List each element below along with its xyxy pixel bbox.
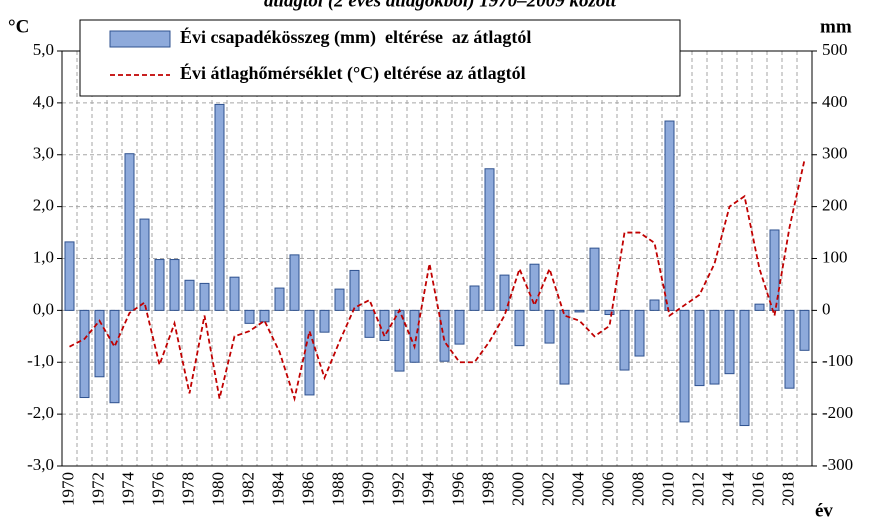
x-tick-label: 1994 <box>418 472 437 507</box>
bar <box>559 309 570 385</box>
bar <box>349 269 360 311</box>
x-tick-label: 1998 <box>478 472 497 506</box>
bar <box>634 309 645 357</box>
y2-tick-label: 100 <box>822 247 848 266</box>
chart-title: átlagtól (2 éves átlagokból) 1970–2009 k… <box>264 0 617 11</box>
x-tick-label: 1984 <box>268 472 287 507</box>
bar <box>679 309 690 423</box>
bar <box>154 259 165 311</box>
bar <box>604 309 615 316</box>
bar <box>439 309 450 362</box>
x-tick-label: 2006 <box>598 472 617 506</box>
x-tick-label: 2000 <box>508 472 527 506</box>
x-tick-label: 1974 <box>118 472 137 507</box>
x-tick-label: 2018 <box>778 472 797 506</box>
x-tick-label: 1982 <box>238 472 257 506</box>
y2-tick-label: -300 <box>822 455 853 474</box>
x-axis-label: év <box>815 500 833 521</box>
y2-tick-label: 300 <box>822 144 848 163</box>
bar <box>169 259 180 311</box>
bar <box>79 309 90 399</box>
bar <box>139 218 150 311</box>
bar <box>124 153 135 311</box>
y-tick-label: -1,0 <box>27 351 54 370</box>
y2-tick-label: 400 <box>822 92 848 111</box>
bar <box>109 309 120 404</box>
bar <box>64 241 75 311</box>
bar <box>529 263 540 311</box>
bar <box>334 288 345 311</box>
y2-tick-label: 500 <box>822 40 848 59</box>
x-tick-label: 1986 <box>298 472 317 506</box>
bar <box>409 309 420 363</box>
x-tick-label: 1970 <box>58 472 77 506</box>
x-tick-label: 1972 <box>88 472 107 506</box>
bar <box>589 247 600 311</box>
bar <box>184 279 195 311</box>
bar <box>544 309 555 344</box>
bar <box>289 254 300 311</box>
legend-box <box>79 19 681 97</box>
y-tick-label: -2,0 <box>27 403 54 422</box>
x-tick-label: 1978 <box>178 472 197 506</box>
x-tick-label: 1996 <box>448 472 467 506</box>
bar <box>664 120 675 311</box>
bar <box>94 309 105 378</box>
bar <box>214 103 225 311</box>
bar <box>484 168 495 311</box>
y2-axis-label: mm <box>820 16 852 37</box>
bar <box>454 309 465 345</box>
bar <box>709 309 720 385</box>
bar <box>799 309 810 351</box>
bar <box>469 285 480 311</box>
bar <box>259 309 270 323</box>
y2-tick-label: 0 <box>822 299 831 318</box>
x-tick-label: 2004 <box>568 472 587 507</box>
x-tick-label: 1992 <box>388 472 407 506</box>
bar <box>304 309 315 396</box>
y2-tick-label: -100 <box>822 351 853 370</box>
bar <box>694 309 705 387</box>
y-tick-label: 0,0 <box>33 299 54 318</box>
x-tick-label: 2012 <box>688 472 707 506</box>
legend-swatch <box>109 30 171 48</box>
bar <box>229 276 240 311</box>
bar <box>574 309 585 313</box>
bar <box>364 309 375 338</box>
y2-tick-label: -200 <box>822 403 853 422</box>
legend-label: Évi átlaghőmérséklet (°C) eltérése az át… <box>180 62 526 84</box>
x-tick-label: 2010 <box>658 472 677 506</box>
x-tick-label: 2014 <box>718 472 737 507</box>
x-tick-label: 1990 <box>358 472 377 506</box>
bar <box>724 309 735 375</box>
x-tick-label: 2016 <box>748 472 767 506</box>
bar <box>499 274 510 311</box>
bar <box>514 309 525 347</box>
bar <box>754 303 765 311</box>
y2-tick-label: 200 <box>822 196 848 215</box>
bar <box>244 309 255 324</box>
bar <box>649 299 660 311</box>
bar <box>739 309 750 427</box>
x-tick-label: 2008 <box>628 472 647 506</box>
legend-label: Évi csapadékösszeg (mm) eltérése az átla… <box>180 26 531 48</box>
bar <box>319 309 330 333</box>
bar <box>769 229 780 311</box>
bar <box>274 287 285 311</box>
y-tick-label: -3,0 <box>27 455 54 474</box>
bar <box>199 282 210 311</box>
y-tick-label: 1,0 <box>33 247 54 266</box>
y-tick-label: 5,0 <box>33 40 54 59</box>
x-tick-label: 2002 <box>538 472 557 506</box>
y-axis-label: °C <box>8 16 29 37</box>
bar <box>784 309 795 389</box>
x-tick-label: 1980 <box>208 472 227 506</box>
bar <box>619 309 630 371</box>
y-tick-label: 4,0 <box>33 92 54 111</box>
x-tick-label: 1988 <box>328 472 347 506</box>
x-tick-label: 1976 <box>148 472 167 506</box>
y-tick-label: 2,0 <box>33 196 54 215</box>
y-tick-label: 3,0 <box>33 144 54 163</box>
